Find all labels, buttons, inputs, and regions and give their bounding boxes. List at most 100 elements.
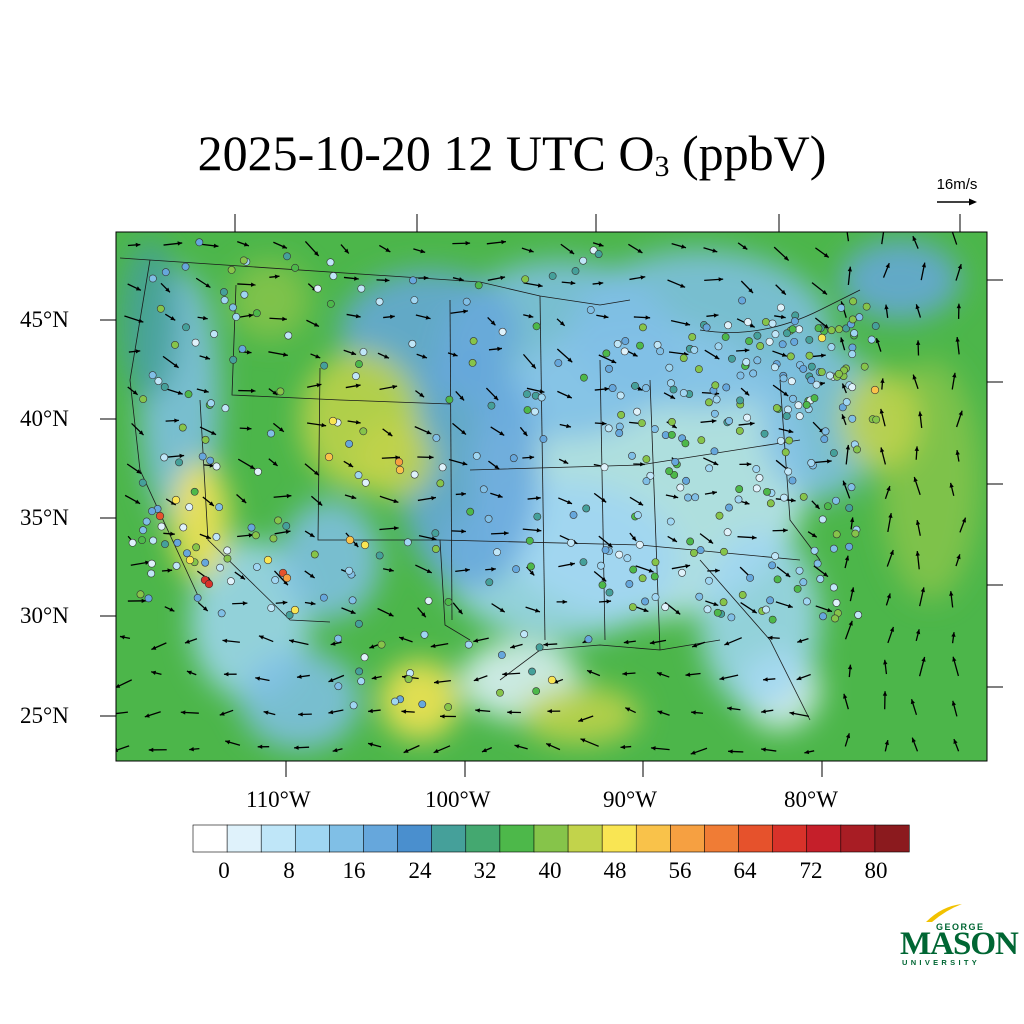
station-marker (795, 566, 804, 575)
wind-head (915, 551, 920, 556)
station-marker (547, 675, 557, 685)
title-text: 2025-10-20 12 UTC O (197, 125, 655, 181)
wind-vector (914, 446, 919, 460)
station-marker (771, 363, 779, 372)
wind-vector (558, 562, 575, 568)
station-marker (148, 274, 157, 283)
station-marker (850, 329, 859, 338)
station-marker (703, 605, 712, 614)
wind-head (281, 244, 287, 249)
station-marker (210, 330, 218, 338)
wind-vector (596, 314, 609, 319)
wind-vector (379, 495, 399, 503)
station-marker (639, 323, 647, 332)
wind-vector (328, 709, 344, 715)
wind-vector (884, 304, 889, 318)
wind-vector (306, 319, 320, 328)
colorbar-swatch (192, 824, 228, 853)
wind-head (165, 287, 170, 293)
station-marker (817, 333, 827, 343)
wind-vector (728, 749, 744, 754)
wind-vector (186, 670, 197, 676)
wind-vector (180, 710, 199, 715)
colorbar-swatch (329, 824, 365, 853)
station-marker (521, 275, 530, 284)
wind-head (637, 248, 643, 253)
wind-vector (629, 496, 644, 506)
wind-vector (452, 241, 471, 246)
wind-head (250, 282, 256, 287)
station-marker (690, 346, 699, 354)
colorbar-label: 16 (342, 858, 366, 883)
colorbar-label: 48 (603, 858, 627, 883)
wind-head (462, 461, 468, 466)
wind-head (189, 747, 194, 752)
station-marker (269, 534, 278, 543)
wind-vector (269, 274, 280, 279)
wind-head (399, 636, 405, 641)
wind-head (845, 444, 851, 450)
station-marker (360, 540, 370, 550)
wind-vector (382, 428, 393, 437)
station-marker (220, 296, 229, 305)
ozone-region (120, 240, 180, 400)
wind-head (912, 236, 917, 242)
wind-vector (703, 457, 719, 466)
wind-head (746, 462, 752, 467)
wind-head (368, 742, 373, 747)
station-marker (780, 493, 788, 502)
wind-vector (949, 591, 954, 608)
wind-vector (491, 603, 506, 613)
wind-head (601, 421, 607, 426)
station-marker (669, 385, 678, 394)
wind-vector (845, 444, 851, 465)
station-marker (666, 517, 675, 526)
station-marker (252, 531, 260, 540)
wind-head (719, 676, 725, 681)
wind-head (567, 499, 573, 504)
wind-head (170, 316, 176, 321)
wind-head (781, 352, 787, 357)
station-marker (784, 467, 793, 476)
station-marker (790, 337, 799, 346)
wind-vector (704, 349, 720, 360)
station-marker (837, 303, 846, 312)
wind-head (712, 490, 717, 495)
wind-head (670, 394, 676, 399)
wind-vector (671, 564, 691, 570)
station-marker (691, 493, 700, 502)
wind-vector (813, 565, 829, 578)
wind-head (569, 249, 575, 255)
station-marker (533, 512, 542, 521)
station-marker (684, 493, 692, 502)
wind-head (570, 280, 576, 286)
wind-head (135, 286, 141, 291)
wind-head (390, 314, 395, 319)
wind-head (690, 750, 696, 755)
station-marker (357, 284, 366, 293)
wind-head (144, 713, 150, 718)
station-marker (628, 603, 637, 611)
station-marker (823, 502, 832, 511)
wind-vector (881, 232, 885, 245)
wind-head (875, 338, 880, 344)
station-marker (160, 383, 169, 391)
wind-vector (887, 626, 895, 644)
wind-vector (521, 247, 534, 253)
station-marker (290, 605, 300, 615)
state-border (199, 399, 331, 623)
station-marker (537, 393, 546, 402)
wind-head (921, 262, 927, 268)
station-marker (223, 546, 232, 555)
wind-vector (417, 496, 437, 502)
wind-head (223, 672, 229, 677)
colorbar-swatch (601, 824, 637, 853)
wind-head (354, 276, 359, 281)
wind-head (603, 314, 609, 319)
station-marker (727, 613, 736, 622)
station-marker (201, 558, 210, 567)
wind-vector (490, 492, 503, 498)
station-marker (351, 372, 360, 381)
wind-vector (448, 458, 468, 466)
